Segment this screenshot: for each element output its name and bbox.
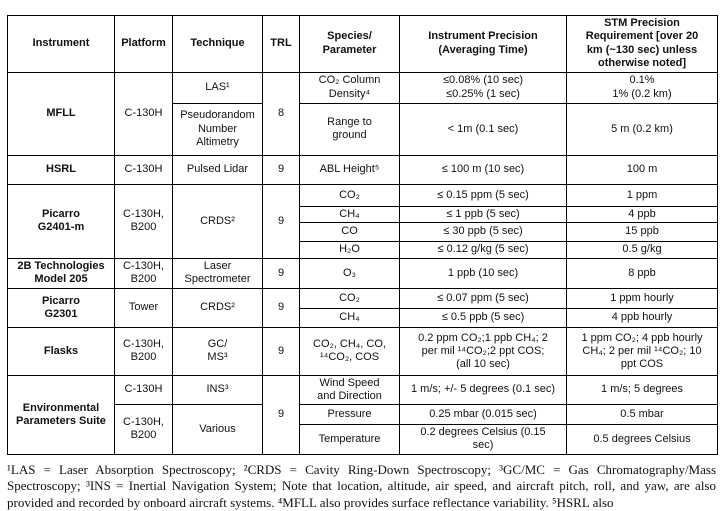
table-row: H₂O ≤ 0.12 g/kg (5 sec) 0.5 g/kg: [8, 240, 718, 259]
table-cell: CO₂ Column Density⁴: [299, 71, 400, 104]
table-cell: 8 ppb: [566, 257, 718, 289]
table-cell: C-130H: [114, 154, 173, 185]
table-cell: 1 m/s; 5 degrees: [566, 374, 718, 406]
table-cell: 100 m: [566, 154, 718, 185]
table-cell: ≤ 30 ppb (5 sec): [399, 221, 567, 242]
table-cell: Pulsed Lidar: [172, 154, 263, 185]
table-cell: C-130H, B200: [114, 257, 173, 289]
table-cell: 8: [262, 71, 300, 156]
table-row: 2B Technologies Model 205 C-130H, B200 L…: [7, 257, 718, 289]
table-cell: ≤ 0.5 ppb (5 sec): [399, 307, 567, 328]
table-row: HSRL C-130H Pulsed Lidar 9 ABL Height⁵ ≤…: [7, 154, 718, 185]
table-cell: Various: [172, 404, 263, 455]
table-row: C-130H, B200 Various Pressure 0.25 mbar …: [8, 404, 718, 455]
table-cell: Range to ground: [299, 102, 400, 156]
table-cell: 1 ppm hourly: [566, 287, 718, 309]
table-cell: 0.5 degrees Celsius: [566, 424, 718, 455]
table-cell: C-130H: [114, 71, 173, 156]
table-row: Temperature 0.2 degrees Celsius (0.15 se…: [8, 424, 718, 455]
table-cell: 9: [262, 154, 300, 185]
table-row: Environmental Parameters Suite C-130H IN…: [7, 374, 718, 455]
table-row: Flasks C-130H, B200 GC/ MS³ 9 CO₂, CH₄, …: [7, 326, 718, 376]
instrument-precision-table: Instrument Platform Technique TRL Specie…: [7, 15, 718, 455]
header-trl: TRL: [262, 15, 300, 73]
table-cell: CO₂: [299, 183, 400, 207]
table-cell: INS³: [172, 374, 263, 406]
table-cell: CRDS²: [172, 183, 263, 259]
table-cell: ≤ 100 m (10 sec): [399, 154, 567, 185]
table-row: CH₄ ≤ 0.5 ppb (5 sec) 4 ppb hourly: [8, 307, 718, 328]
header-species-parameter: Species/ Parameter: [299, 15, 400, 73]
table-row: MFLL C-130H LAS¹ 8 CO₂ Column Density⁴ ≤…: [7, 71, 718, 156]
table-cell: < 1m (0.1 sec): [399, 102, 567, 156]
table-cell: Laser Spectrometer: [172, 257, 263, 289]
table-cell: 0.25 mbar (0.015 sec): [399, 404, 567, 426]
table-cell: 9: [262, 257, 300, 289]
table-cell: 1 m/s; +/- 5 degrees (0.1 sec): [399, 374, 567, 406]
table-cell: 9: [262, 326, 300, 376]
table-cell: 15 ppb: [566, 221, 718, 242]
header-instrument: Instrument: [7, 15, 115, 73]
table-cell: CO: [299, 221, 400, 242]
table-cell: 1 ppm CO₂; 4 ppb hourly CH₄; 2 per mil ¹…: [566, 326, 718, 376]
table-row: CO ≤ 30 ppb (5 sec) 15 ppb: [8, 221, 718, 242]
cell-instrument-picarro-g2401m: Picarro G2401-m: [7, 183, 115, 259]
table-cell: C-130H, B200: [114, 326, 173, 376]
cell-instrument-mfll: MFLL: [7, 71, 115, 156]
cell-instrument-picarro-g2301: Picarro G2301: [7, 287, 115, 328]
table-cell: H₂O: [299, 240, 400, 259]
table-cell: ≤ 0.12 g/kg (5 sec): [399, 240, 567, 259]
table-cell: 5 m (0.2 km): [566, 102, 718, 156]
header-instrument-precision: Instrument Precision (Averaging Time): [399, 15, 567, 73]
table-cell: 1 ppm: [566, 183, 718, 207]
table-cell: 9: [262, 287, 300, 328]
header-platform: Platform: [114, 15, 173, 73]
table-cell: Pseudorandom Number Altimetry: [172, 102, 263, 156]
table-cell: CH₄: [299, 205, 400, 223]
table-cell: CO₂: [299, 287, 400, 309]
table-cell: 9: [262, 374, 300, 455]
table-header-row: Instrument Platform Technique TRL Specie…: [7, 15, 718, 73]
table-cell: 9: [262, 183, 300, 259]
table-cell: 1 ppb (10 sec): [399, 257, 567, 289]
table-cell: 0.5 g/kg: [566, 240, 718, 259]
table-cell: 4 ppb: [566, 205, 718, 223]
cell-instrument-flasks: Flasks: [7, 326, 115, 376]
table-cell: LAS¹: [172, 71, 263, 104]
table-cell: ≤ 0.07 ppm (5 sec): [399, 287, 567, 309]
table-cell: CO₂, CH₄, CO, ¹⁴CO₂, COS: [299, 326, 400, 376]
table-row: Picarro G2401-m C-130H, B200 CRDS² 9 CO₂…: [7, 183, 718, 259]
cell-instrument-environmental-suite: Environmental Parameters Suite: [7, 374, 115, 455]
table-cell: Tower: [114, 287, 173, 328]
header-stm-precision: STM Precision Requirement [over 20 km (~…: [566, 15, 718, 73]
table-cell: ≤ 0.15 ppm (5 sec): [399, 183, 567, 207]
table-cell: ≤0.08% (10 sec) ≤0.25% (1 sec): [399, 71, 567, 104]
table-row: Picarro G2301 Tower CRDS² 9 CO₂ ≤ 0.07 p…: [7, 287, 718, 328]
table-cell: 4 ppb hourly: [566, 307, 718, 328]
table-cell: ABL Height⁵: [299, 154, 400, 185]
footnote-text: ¹LAS = Laser Absorption Spectroscopy; ²C…: [7, 461, 716, 510]
table-cell: 0.2 degrees Celsius (0.15 sec): [399, 424, 567, 455]
table-cell: GC/ MS³: [172, 326, 263, 376]
table-cell: 0.5 mbar: [566, 404, 718, 426]
table-cell: CH₄: [299, 307, 400, 328]
table-cell: Temperature: [299, 424, 400, 455]
table-cell: C-130H, B200: [114, 183, 173, 259]
header-technique: Technique: [172, 15, 263, 73]
table-row: CH₄ ≤ 1 ppb (5 sec) 4 ppb: [8, 205, 718, 223]
table-cell: 0.1% 1% (0.2 km): [566, 71, 718, 104]
table-cell: 0.2 ppm CO₂;1 ppb CH₄; 2 per mil ¹⁴CO₂;2…: [399, 326, 567, 376]
cell-instrument-2b-technologies: 2B Technologies Model 205: [7, 257, 115, 289]
table-cell: O₃: [299, 257, 400, 289]
cell-instrument-hsrl: HSRL: [7, 154, 115, 185]
table-cell: Wind Speed and Direction: [299, 374, 400, 406]
table-cell: ≤ 1 ppb (5 sec): [399, 205, 567, 223]
table-row: Pseudorandom Number Altimetry Range to g…: [8, 102, 718, 156]
table-cell: Pressure: [299, 404, 400, 426]
table-cell: CRDS²: [172, 287, 263, 328]
table-cell: C-130H: [114, 374, 173, 406]
table-cell: C-130H, B200: [114, 404, 173, 455]
